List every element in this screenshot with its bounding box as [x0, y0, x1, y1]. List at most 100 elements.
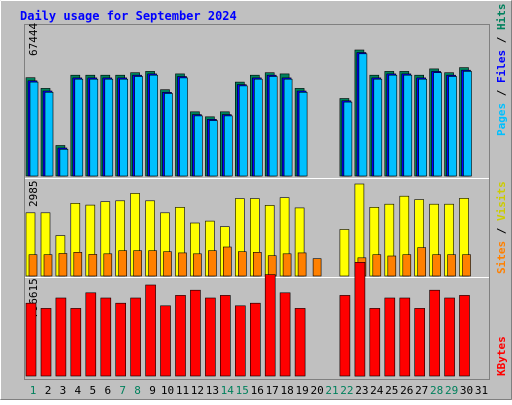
bar-sites-day-12 [193, 253, 202, 277]
legend-kbytes: KBytes [495, 336, 508, 376]
bar-pages-day-23 [358, 53, 368, 177]
legend-visits: Visits [495, 181, 508, 221]
x-tick-label-day-21: 21 [325, 384, 338, 397]
bar-pages-day-6 [104, 78, 114, 177]
bar-kbytes-day-12 [190, 289, 201, 377]
bar-sites-day-17 [267, 255, 277, 277]
x-tick-label-day-28: 28 [430, 384, 443, 397]
chart-title: Daily usage for September 2024 [20, 9, 237, 23]
bar-kbytes-day-4 [70, 308, 82, 377]
bar-sites-day-26 [402, 254, 412, 277]
bar-kbytes-day-28 [429, 289, 440, 377]
x-tick-label-day-22: 22 [340, 384, 353, 397]
bar-sites-day-19 [297, 252, 307, 277]
x-tick-label-day-3: 3 [60, 384, 67, 397]
bar-pages-day-14 [224, 115, 233, 177]
bar-sites-day-16 [253, 252, 262, 277]
x-tick-label-day-16: 16 [251, 384, 264, 397]
bar-sites-day-9 [148, 250, 157, 277]
x-tick-label-day-12: 12 [191, 384, 204, 397]
bar-kbytes-day-15 [235, 305, 246, 377]
bar-sites-day-20 [312, 258, 322, 277]
x-tick-label-day-31: 31 [475, 384, 488, 397]
bar-kbytes-day-8 [130, 297, 141, 377]
bar-sites-day-14 [223, 246, 232, 277]
bar-kbytes-day-1 [25, 302, 37, 377]
x-axis-labels: 1 2 3 4 5 6 7 8 9 10 11 12 13 14 15 16 17 18 19 20 21 22 23 24 2… [30, 384, 488, 397]
bar-kbytes-day-6 [100, 297, 112, 377]
bar-pages-day-27 [418, 78, 428, 177]
bar-pages-day-1 [29, 81, 39, 177]
bar-pages-day-28 [433, 72, 442, 177]
legend-separator: / [495, 30, 508, 50]
bar-pages-day-19 [298, 92, 308, 177]
bar-kbytes-day-16 [250, 302, 261, 377]
bar-pages-day-10 [164, 93, 173, 177]
bar-pages-day-18 [283, 78, 293, 177]
x-tick-label-day-25: 25 [385, 384, 398, 397]
bar-pages-day-24 [373, 78, 383, 177]
bar-kbytes-day-26 [399, 297, 411, 377]
bar-sites-day-4 [73, 252, 83, 277]
x-tick-label-day-8: 8 [134, 384, 141, 397]
bar-pages-day-13 [209, 120, 218, 177]
x-tick-label-day-26: 26 [400, 384, 413, 397]
bar-kbytes-day-10 [160, 305, 171, 377]
bar-pages-day-2 [44, 92, 54, 177]
plot-area-frame [24, 24, 490, 380]
x-tick-label-day-2: 2 [45, 384, 52, 397]
bar-pages-day-5 [89, 78, 99, 177]
bar-sites-day-25 [387, 255, 397, 277]
x-tick-label-day-6: 6 [104, 384, 111, 397]
x-tick-label-day-29: 29 [445, 384, 458, 397]
bar-kbytes-day-5 [85, 292, 97, 377]
x-tick-label-day-11: 11 [176, 384, 189, 397]
bar-kbytes-day-2 [40, 308, 52, 377]
bar-pages-day-12 [194, 115, 203, 177]
x-tick-label-day-17: 17 [266, 384, 279, 397]
legend-separator: / [495, 221, 508, 241]
bar-pages-day-30 [463, 71, 472, 177]
bar-sites-day-6 [103, 253, 113, 277]
bar-sites-day-15 [238, 251, 247, 277]
x-tick-label-day-13: 13 [206, 384, 219, 397]
x-tick-label-day-27: 27 [415, 384, 428, 397]
bar-pages-day-9 [149, 74, 158, 177]
legend-files: Files [495, 50, 508, 83]
bar-kbytes-day-11 [175, 295, 186, 377]
x-tick-label-day-10: 10 [161, 384, 174, 397]
x-tick-label-day-15: 15 [236, 384, 249, 397]
bar-pages-day-26 [403, 74, 413, 177]
bar-pages-day-11 [179, 77, 188, 177]
legend-sites-visits: Sites / Visits [495, 181, 508, 274]
bar-kbytes-day-24 [369, 308, 381, 377]
bar-sites-day-11 [178, 252, 187, 277]
bar-sites-day-18 [282, 253, 292, 277]
bar-sites-day-2 [43, 254, 53, 277]
bar-pages-day-25 [388, 74, 398, 177]
bar-pages-day-3 [59, 149, 69, 177]
bar-kbytes-day-13 [205, 297, 216, 377]
bar-sites-day-8 [133, 250, 142, 277]
x-tick-label-day-5: 5 [89, 384, 96, 397]
hits-max-label: 67444 [27, 23, 40, 56]
x-tick-label-day-1: 1 [30, 384, 37, 397]
bar-sites-day-30 [462, 254, 471, 277]
bar-pages-day-7 [119, 78, 128, 177]
x-tick-label-day-7: 7 [119, 384, 126, 397]
x-tick-label-day-14: 14 [221, 384, 235, 397]
bar-kbytes-day-17 [264, 274, 276, 377]
bar-sites-day-13 [208, 250, 217, 277]
x-tick-label-day-19: 19 [295, 384, 308, 397]
bar-pages-day-17 [268, 76, 278, 177]
bar-sites-day-3 [58, 253, 68, 277]
legend-pages: Pages [495, 103, 508, 136]
x-tick-label-day-30: 30 [460, 384, 473, 397]
bar-kbytes-day-22 [339, 295, 351, 377]
bar-sites-day-28 [432, 254, 441, 277]
x-tick-label-day-4: 4 [74, 384, 81, 397]
bar-kbytes-day-9 [145, 284, 156, 377]
visits-max-label: 2985 [27, 181, 40, 208]
